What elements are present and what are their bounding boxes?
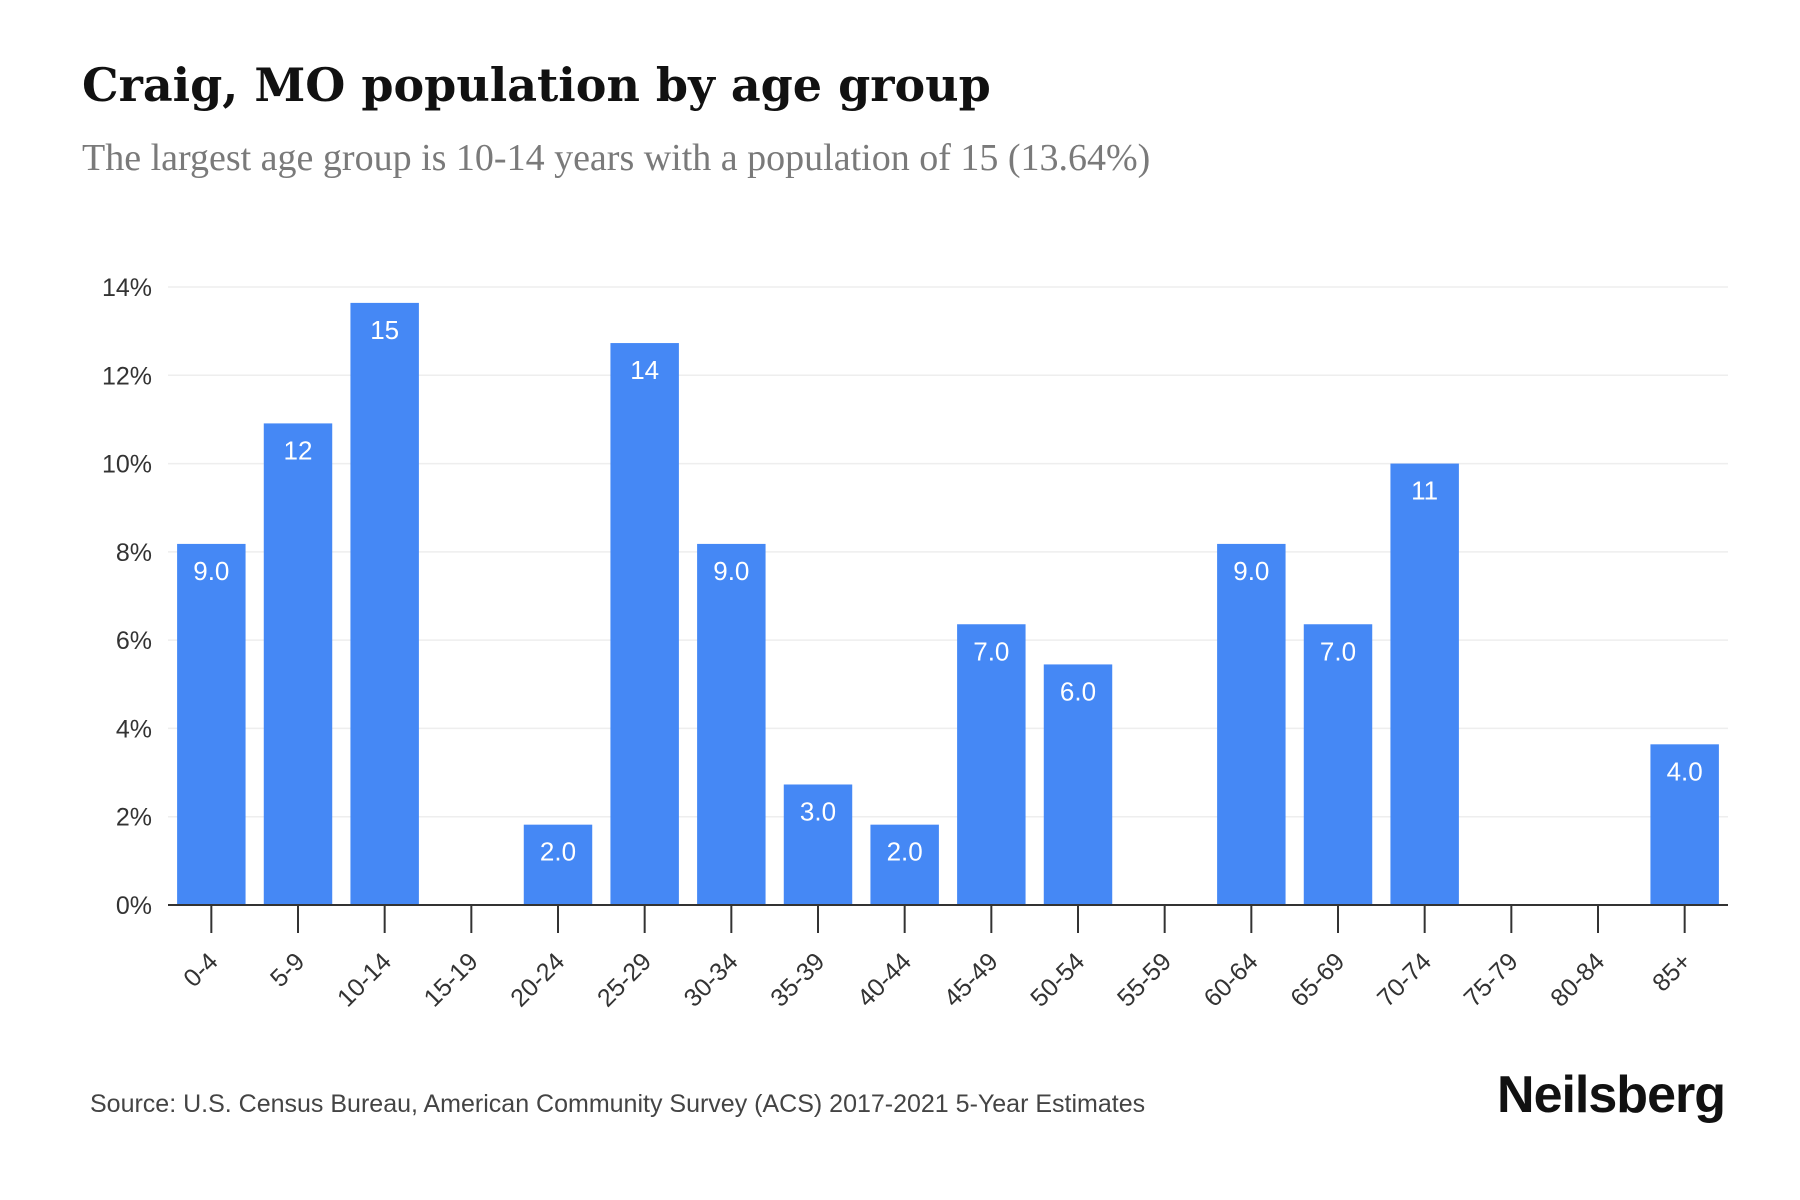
bar — [957, 624, 1026, 905]
x-tick-label: 80-84 — [1545, 947, 1610, 1012]
x-tick-label: 5-9 — [265, 947, 310, 992]
bar — [783, 784, 853, 905]
bar — [1303, 624, 1373, 905]
x-tick-label: 35-39 — [765, 947, 830, 1012]
bar-value-label: 7.0 — [973, 636, 1009, 666]
bar — [263, 423, 333, 905]
bar-value-label: 7.0 — [1320, 636, 1356, 666]
x-tick-label: 70-74 — [1372, 947, 1437, 1012]
chart-subtitle: The largest age group is 10-14 years wit… — [82, 137, 1151, 179]
x-tick-label: 40-44 — [852, 947, 917, 1012]
y-tick-label: 2% — [116, 804, 152, 832]
x-tick-label: 85+ — [1647, 947, 1697, 997]
x-tick-label: 45-49 — [939, 947, 1004, 1012]
chart-title: Craig, MO population by age group — [82, 58, 991, 112]
y-tick-label: 6% — [116, 627, 152, 655]
bar-value-label: 11 — [1411, 476, 1438, 506]
x-tick-label: 0-4 — [178, 947, 223, 992]
x-tick-label: 65-69 — [1285, 947, 1350, 1012]
bar — [523, 824, 593, 905]
y-tick-label: 12% — [102, 362, 152, 390]
y-tick-label: 14% — [102, 274, 152, 302]
bar-value-label: 14 — [630, 355, 659, 385]
x-tick-label: 75-79 — [1459, 947, 1524, 1012]
bar-value-label: 12 — [284, 435, 313, 465]
x-tick-label: 50-54 — [1025, 947, 1090, 1012]
bar-value-label: 9.0 — [193, 556, 229, 586]
bar — [870, 824, 939, 905]
x-tick-label: 15-19 — [419, 947, 484, 1012]
bar-value-label: 2.0 — [540, 837, 576, 867]
bar-value-label: 2.0 — [887, 837, 923, 867]
bar — [1650, 744, 1719, 905]
bar-value-label: 4.0 — [1667, 756, 1703, 786]
bar-labels: 9.0 12 15 2.0 14 9.0 3.0 2.0 7.0 6.0 9.0 7.0 11 4.0 — [193, 315, 1702, 867]
bar-value-label: 9.0 — [713, 556, 749, 586]
bar — [177, 543, 246, 905]
bar-value-label: 6.0 — [1060, 676, 1096, 706]
y-tick-label: 0% — [116, 892, 152, 920]
source-note: Source: U.S. Census Bureau, American Com… — [90, 1090, 1146, 1118]
x-axis-ticks: 0-4 5-9 10-14 15-19 20-24 25-29 30-34 35-39 40-4… — [178, 905, 1697, 1012]
bar — [1043, 664, 1113, 905]
x-tick-label: 25-29 — [592, 947, 657, 1012]
bar — [610, 343, 679, 906]
bar — [697, 543, 766, 905]
x-tick-label: 60-64 — [1199, 947, 1264, 1012]
y-tick-label: 4% — [116, 715, 152, 743]
bars — [177, 302, 1719, 906]
x-tick-label: 55-59 — [1112, 947, 1177, 1012]
bar — [1390, 463, 1459, 905]
x-tick-label: 30-34 — [679, 947, 744, 1012]
bar — [1217, 543, 1286, 905]
x-tick-label: 20-24 — [505, 947, 570, 1012]
y-tick-label: 10% — [102, 451, 152, 479]
brand-logo: Neilsberg — [1497, 1066, 1726, 1124]
bar — [350, 302, 419, 905]
bar-value-label: 15 — [370, 315, 399, 345]
gridlines — [168, 286, 1728, 818]
bar-value-label: 9.0 — [1233, 556, 1269, 586]
bar-value-label: 3.0 — [800, 796, 836, 826]
x-tick-label: 10-14 — [332, 947, 397, 1012]
y-tick-label: 8% — [116, 539, 152, 567]
y-axis-ticks: 0% 2% 4% 6% 8% 10% 12% 14% — [102, 274, 152, 920]
